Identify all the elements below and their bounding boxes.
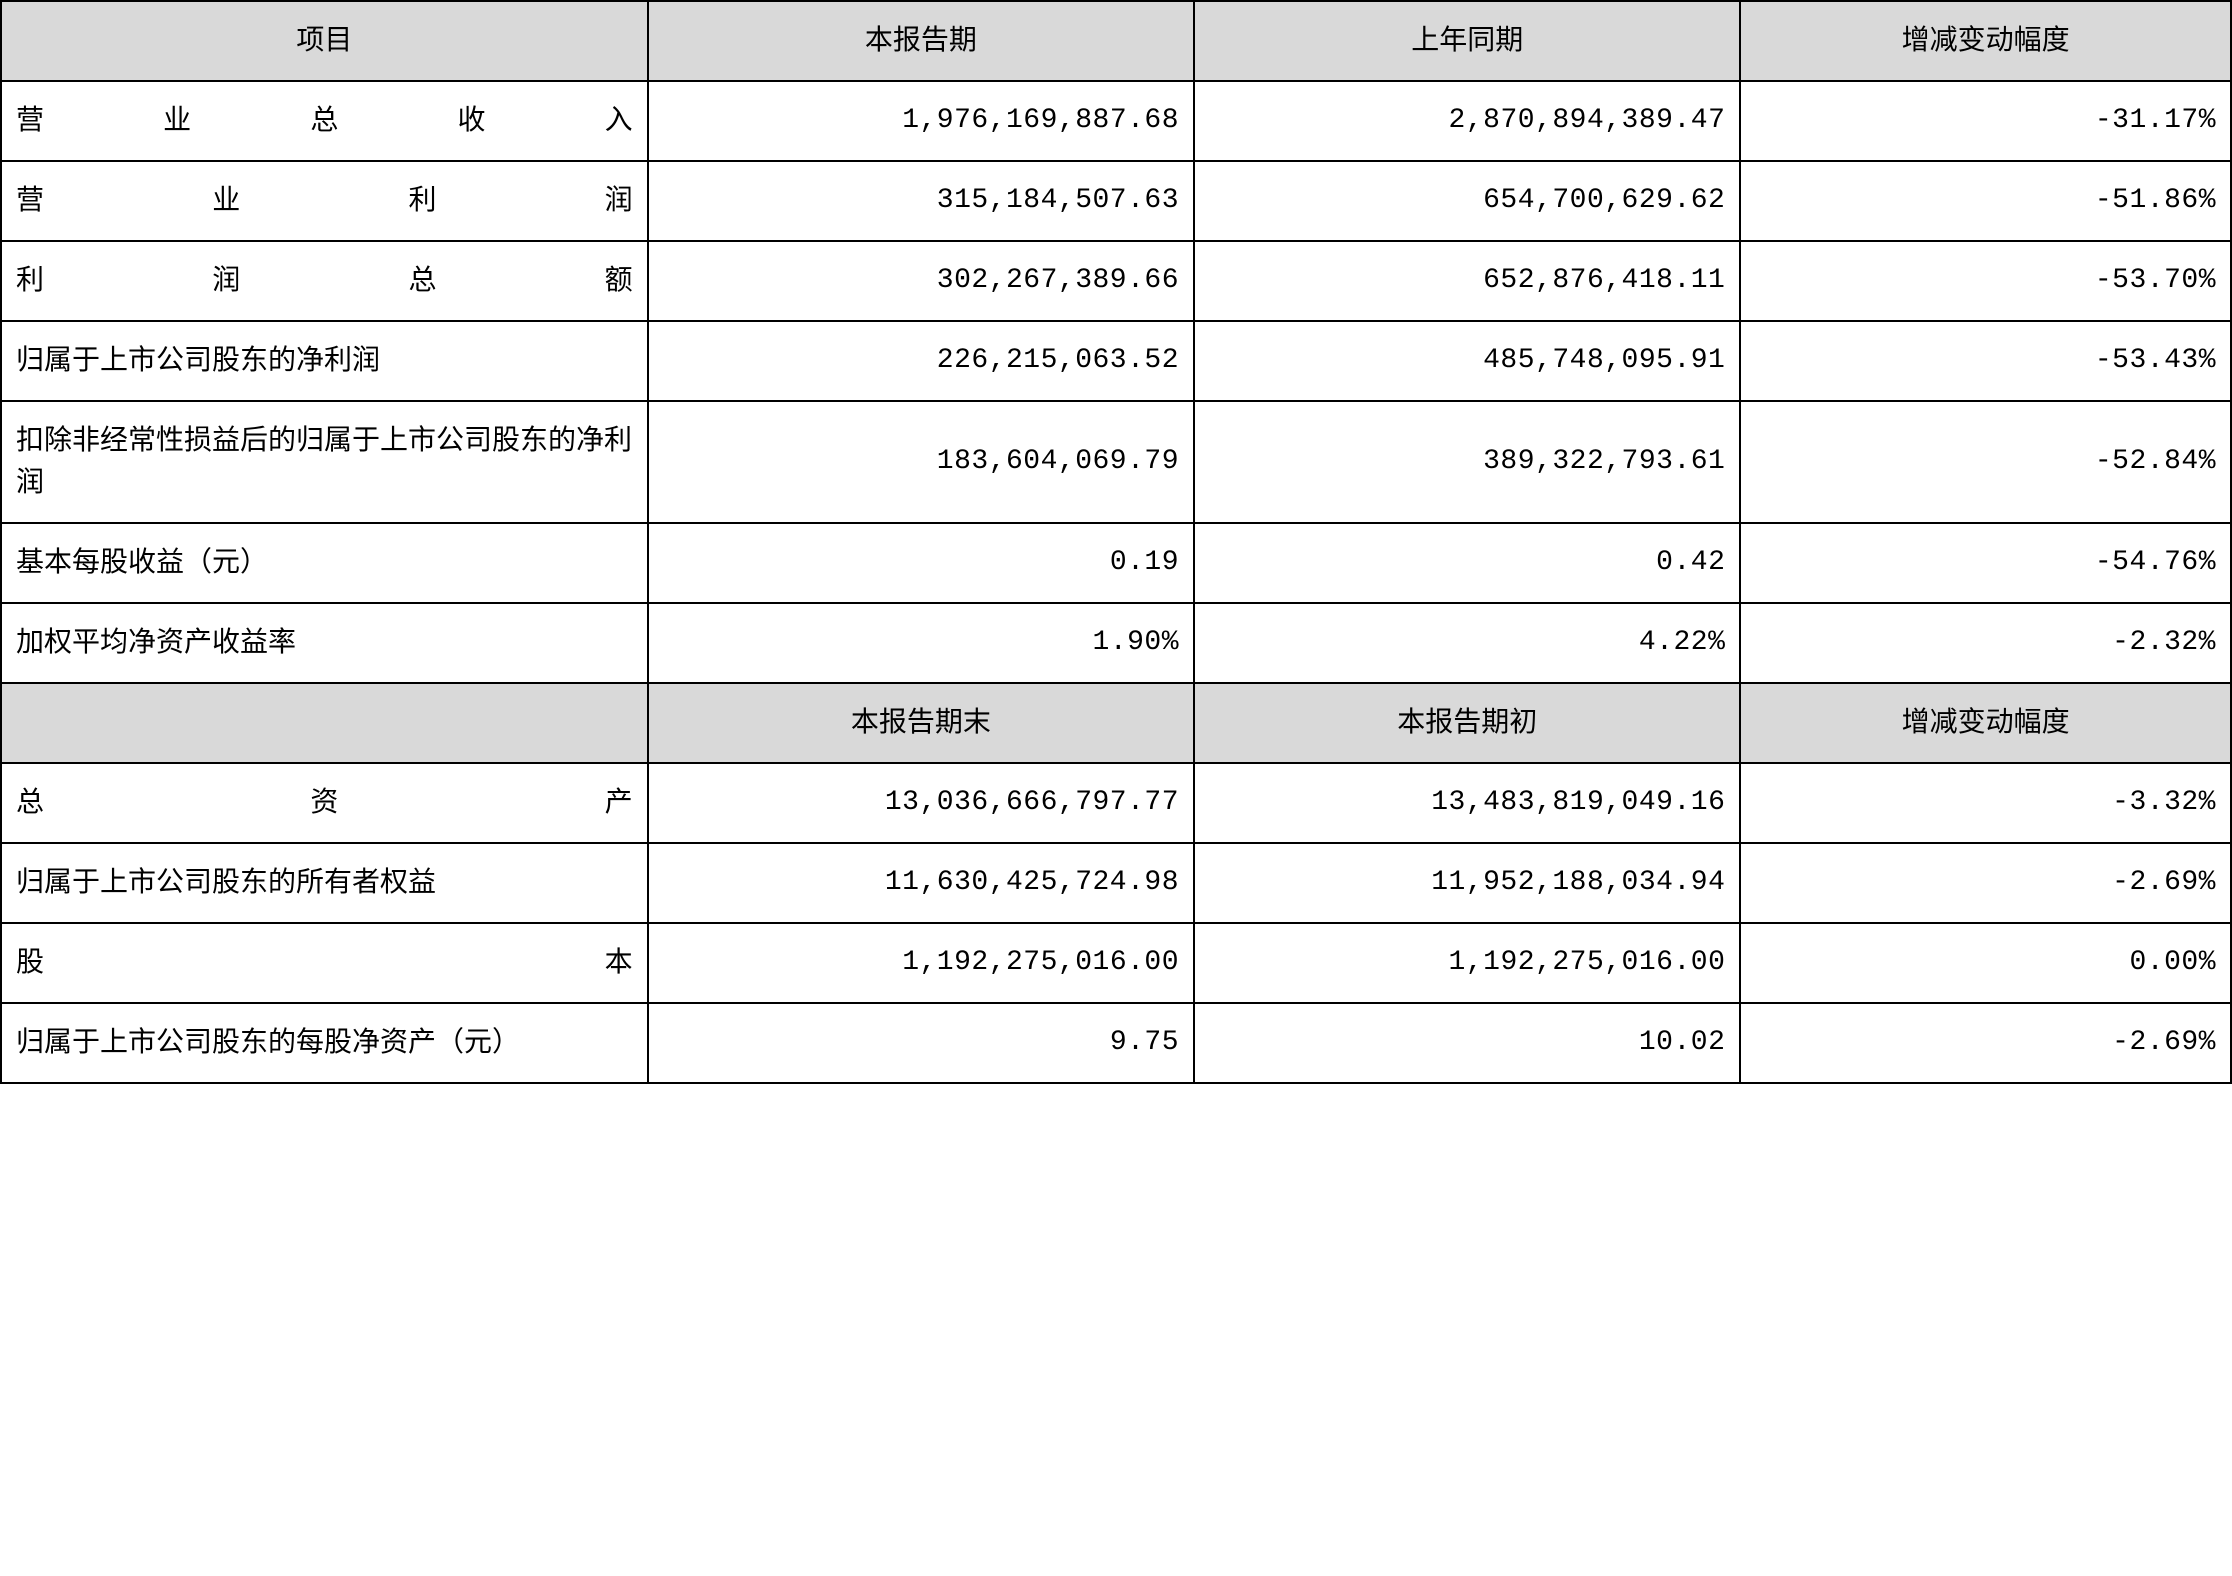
row-change: -2.69% [1740,1003,2231,1083]
financial-table: 项目 本报告期 上年同期 增减变动幅度 营业总收入 1,976,169,887.… [0,0,2232,1084]
table-row: 扣除非经常性损益后的归属于上市公司股东的净利润 183,604,069.79 3… [1,401,2231,523]
row-change: -2.69% [1740,843,2231,923]
row-current: 9.75 [648,1003,1194,1083]
row-previous: 4.22% [1194,603,1740,683]
row-change: -2.32% [1740,603,2231,683]
row-previous: 389,322,793.61 [1194,401,1740,523]
row-change: -54.76% [1740,523,2231,603]
row-previous: 11,952,188,034.94 [1194,843,1740,923]
row-current: 302,267,389.66 [648,241,1194,321]
row-change: -53.43% [1740,321,2231,401]
row-current: 0.19 [648,523,1194,603]
row-change: -31.17% [1740,81,2231,161]
table-row: 加权平均净资产收益率 1.90% 4.22% -2.32% [1,603,2231,683]
row-label: 基本每股收益（元） [1,523,648,603]
row-label: 营业利润 [1,161,648,241]
header-previous: 上年同期 [1194,1,1740,81]
row-previous: 654,700,629.62 [1194,161,1740,241]
row-current: 1,976,169,887.68 [648,81,1194,161]
row-previous: 0.42 [1194,523,1740,603]
table-row: 归属于上市公司股东的所有者权益 11,630,425,724.98 11,952… [1,843,2231,923]
row-label: 归属于上市公司股东的所有者权益 [1,843,648,923]
row-previous: 652,876,418.11 [1194,241,1740,321]
row-change: 0.00% [1740,923,2231,1003]
row-current: 11,630,425,724.98 [648,843,1194,923]
row-previous: 485,748,095.91 [1194,321,1740,401]
table-row: 股本 1,192,275,016.00 1,192,275,016.00 0.0… [1,923,2231,1003]
row-current: 1.90% [648,603,1194,683]
row-current: 226,215,063.52 [648,321,1194,401]
header-change-2: 增减变动幅度 [1740,683,2231,763]
table-row: 基本每股收益（元） 0.19 0.42 -54.76% [1,523,2231,603]
header-row-1: 项目 本报告期 上年同期 增减变动幅度 [1,1,2231,81]
row-previous: 1,192,275,016.00 [1194,923,1740,1003]
header-previous-begin: 本报告期初 [1194,683,1740,763]
row-current: 1,192,275,016.00 [648,923,1194,1003]
row-current: 183,604,069.79 [648,401,1194,523]
header-item: 项目 [1,1,648,81]
header-current: 本报告期 [648,1,1194,81]
row-label: 利润总额 [1,241,648,321]
row-previous: 13,483,819,049.16 [1194,763,1740,843]
header-item-empty [1,683,648,763]
table-row: 归属于上市公司股东的净利润 226,215,063.52 485,748,095… [1,321,2231,401]
table-row: 营业总收入 1,976,169,887.68 2,870,894,389.47 … [1,81,2231,161]
row-label: 归属于上市公司股东的每股净资产（元） [1,1003,648,1083]
header-change: 增减变动幅度 [1740,1,2231,81]
table-row: 营业利润 315,184,507.63 654,700,629.62 -51.8… [1,161,2231,241]
row-previous: 2,870,894,389.47 [1194,81,1740,161]
row-change: -3.32% [1740,763,2231,843]
row-change: -53.70% [1740,241,2231,321]
row-label: 扣除非经常性损益后的归属于上市公司股东的净利润 [1,401,648,523]
row-change: -52.84% [1740,401,2231,523]
row-change: -51.86% [1740,161,2231,241]
header-row-2: 本报告期末 本报告期初 增减变动幅度 [1,683,2231,763]
table-row: 总资产 13,036,666,797.77 13,483,819,049.16 … [1,763,2231,843]
row-label: 加权平均净资产收益率 [1,603,648,683]
table-body: 项目 本报告期 上年同期 增减变动幅度 营业总收入 1,976,169,887.… [1,1,2231,1083]
row-previous: 10.02 [1194,1003,1740,1083]
row-current: 13,036,666,797.77 [648,763,1194,843]
row-label: 营业总收入 [1,81,648,161]
row-current: 315,184,507.63 [648,161,1194,241]
row-label: 归属于上市公司股东的净利润 [1,321,648,401]
table-row: 归属于上市公司股东的每股净资产（元） 9.75 10.02 -2.69% [1,1003,2231,1083]
row-label: 股本 [1,923,648,1003]
table-row: 利润总额 302,267,389.66 652,876,418.11 -53.7… [1,241,2231,321]
row-label: 总资产 [1,763,648,843]
header-current-end: 本报告期末 [648,683,1194,763]
